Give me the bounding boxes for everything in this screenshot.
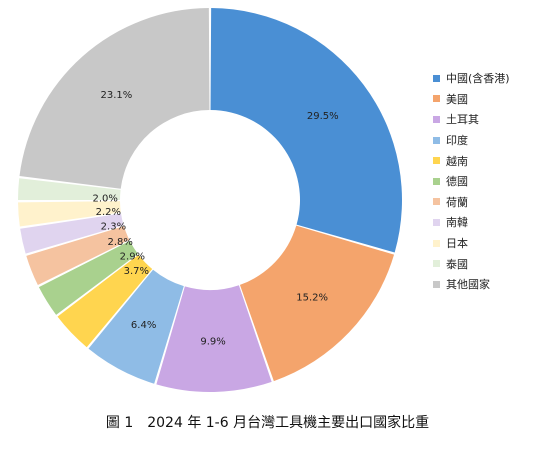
data-label-泰國: 2.0% bbox=[92, 194, 117, 205]
chart-caption: 圖 1 2024 年 1-6 月台灣工具機主要出口國家比重 bbox=[105, 415, 430, 431]
data-label-中國-含香港: 29.5% bbox=[307, 111, 339, 122]
data-label-印度: 6.4% bbox=[131, 320, 156, 331]
legend-label: 其他國家 bbox=[446, 278, 490, 292]
legend-label: 德國 bbox=[446, 175, 468, 189]
legend-swatch bbox=[433, 239, 440, 247]
slice-南韓 bbox=[20, 213, 124, 254]
data-label-德國: 2.9% bbox=[120, 251, 145, 262]
slice-德國 bbox=[38, 240, 138, 315]
legend-swatch bbox=[433, 115, 440, 123]
data-label-越南: 3.7% bbox=[124, 266, 149, 277]
legend-item-荷蘭: 荷蘭 bbox=[433, 192, 510, 213]
legend-item-泰國: 泰國 bbox=[433, 253, 510, 274]
legend-label: 越南 bbox=[446, 154, 468, 168]
slice-印度 bbox=[88, 269, 184, 384]
legend-label: 荷蘭 bbox=[446, 195, 468, 209]
legend-item-越南: 越南 bbox=[433, 150, 510, 171]
legend-label: 南韓 bbox=[446, 216, 468, 230]
slice-越南 bbox=[57, 254, 153, 348]
legend-label: 日本 bbox=[446, 237, 468, 251]
legend-swatch bbox=[433, 218, 440, 226]
legend-item-南韓: 南韓 bbox=[433, 212, 510, 233]
chart-legend: 中國(含香港) 美國土耳其印度越南德國荷蘭南韓日本泰國其他國家 bbox=[433, 68, 510, 295]
donut-chart: 29.5% 15.2% 9.9% 6.4% 3.7% 2.9% 2.8% 2.3% 2.2% 2.… bbox=[17, 8, 402, 393]
slice-美國 bbox=[239, 225, 395, 382]
slice-其他國家 bbox=[19, 8, 210, 189]
legend-label: 泰國 bbox=[446, 257, 468, 271]
slice-日本 bbox=[18, 201, 121, 227]
data-label-其他國家: 23.1% bbox=[101, 90, 133, 101]
legend-item-美國: 美國 bbox=[433, 89, 510, 110]
legend-swatch bbox=[433, 95, 440, 103]
legend-swatch bbox=[433, 198, 440, 206]
legend-label: 中國(含香港) bbox=[446, 72, 510, 86]
legend-item-德國: 德國 bbox=[433, 171, 510, 192]
legend-item-其他國家: 其他國家 bbox=[433, 274, 510, 295]
legend-item-日本: 日本 bbox=[433, 233, 510, 254]
chart-area: 29.5% 15.2% 9.9% 6.4% 3.7% 2.9% 2.8% 2.3% 2.2% 2.… bbox=[17, 8, 510, 393]
data-label-美國: 15.2% bbox=[296, 293, 328, 304]
legend-swatch bbox=[433, 260, 440, 268]
legend-swatch bbox=[433, 74, 440, 82]
legend-item-土耳其: 土耳其 bbox=[433, 109, 510, 130]
legend-swatch bbox=[433, 136, 440, 144]
legend-swatch bbox=[433, 177, 440, 185]
data-label-土耳其: 9.9% bbox=[200, 336, 225, 347]
data-label-日本: 2.2% bbox=[96, 207, 121, 218]
legend-item-印度: 印度 bbox=[433, 130, 510, 151]
legend-swatch bbox=[433, 157, 440, 165]
slice-土耳其 bbox=[156, 285, 272, 393]
data-label-南韓: 2.3% bbox=[101, 221, 126, 232]
slice-泰國 bbox=[17, 178, 121, 201]
slice-中國-含香港 bbox=[210, 8, 402, 253]
legend-label: 印度 bbox=[446, 134, 468, 148]
legend-label: 土耳其 bbox=[446, 113, 479, 127]
slice-荷蘭 bbox=[26, 226, 130, 286]
legend-item-中國-含香港: 中國(含香港) bbox=[433, 68, 510, 89]
legend-label: 美國 bbox=[446, 92, 468, 106]
data-label-荷蘭: 2.8% bbox=[107, 237, 132, 248]
legend-swatch bbox=[433, 280, 440, 288]
